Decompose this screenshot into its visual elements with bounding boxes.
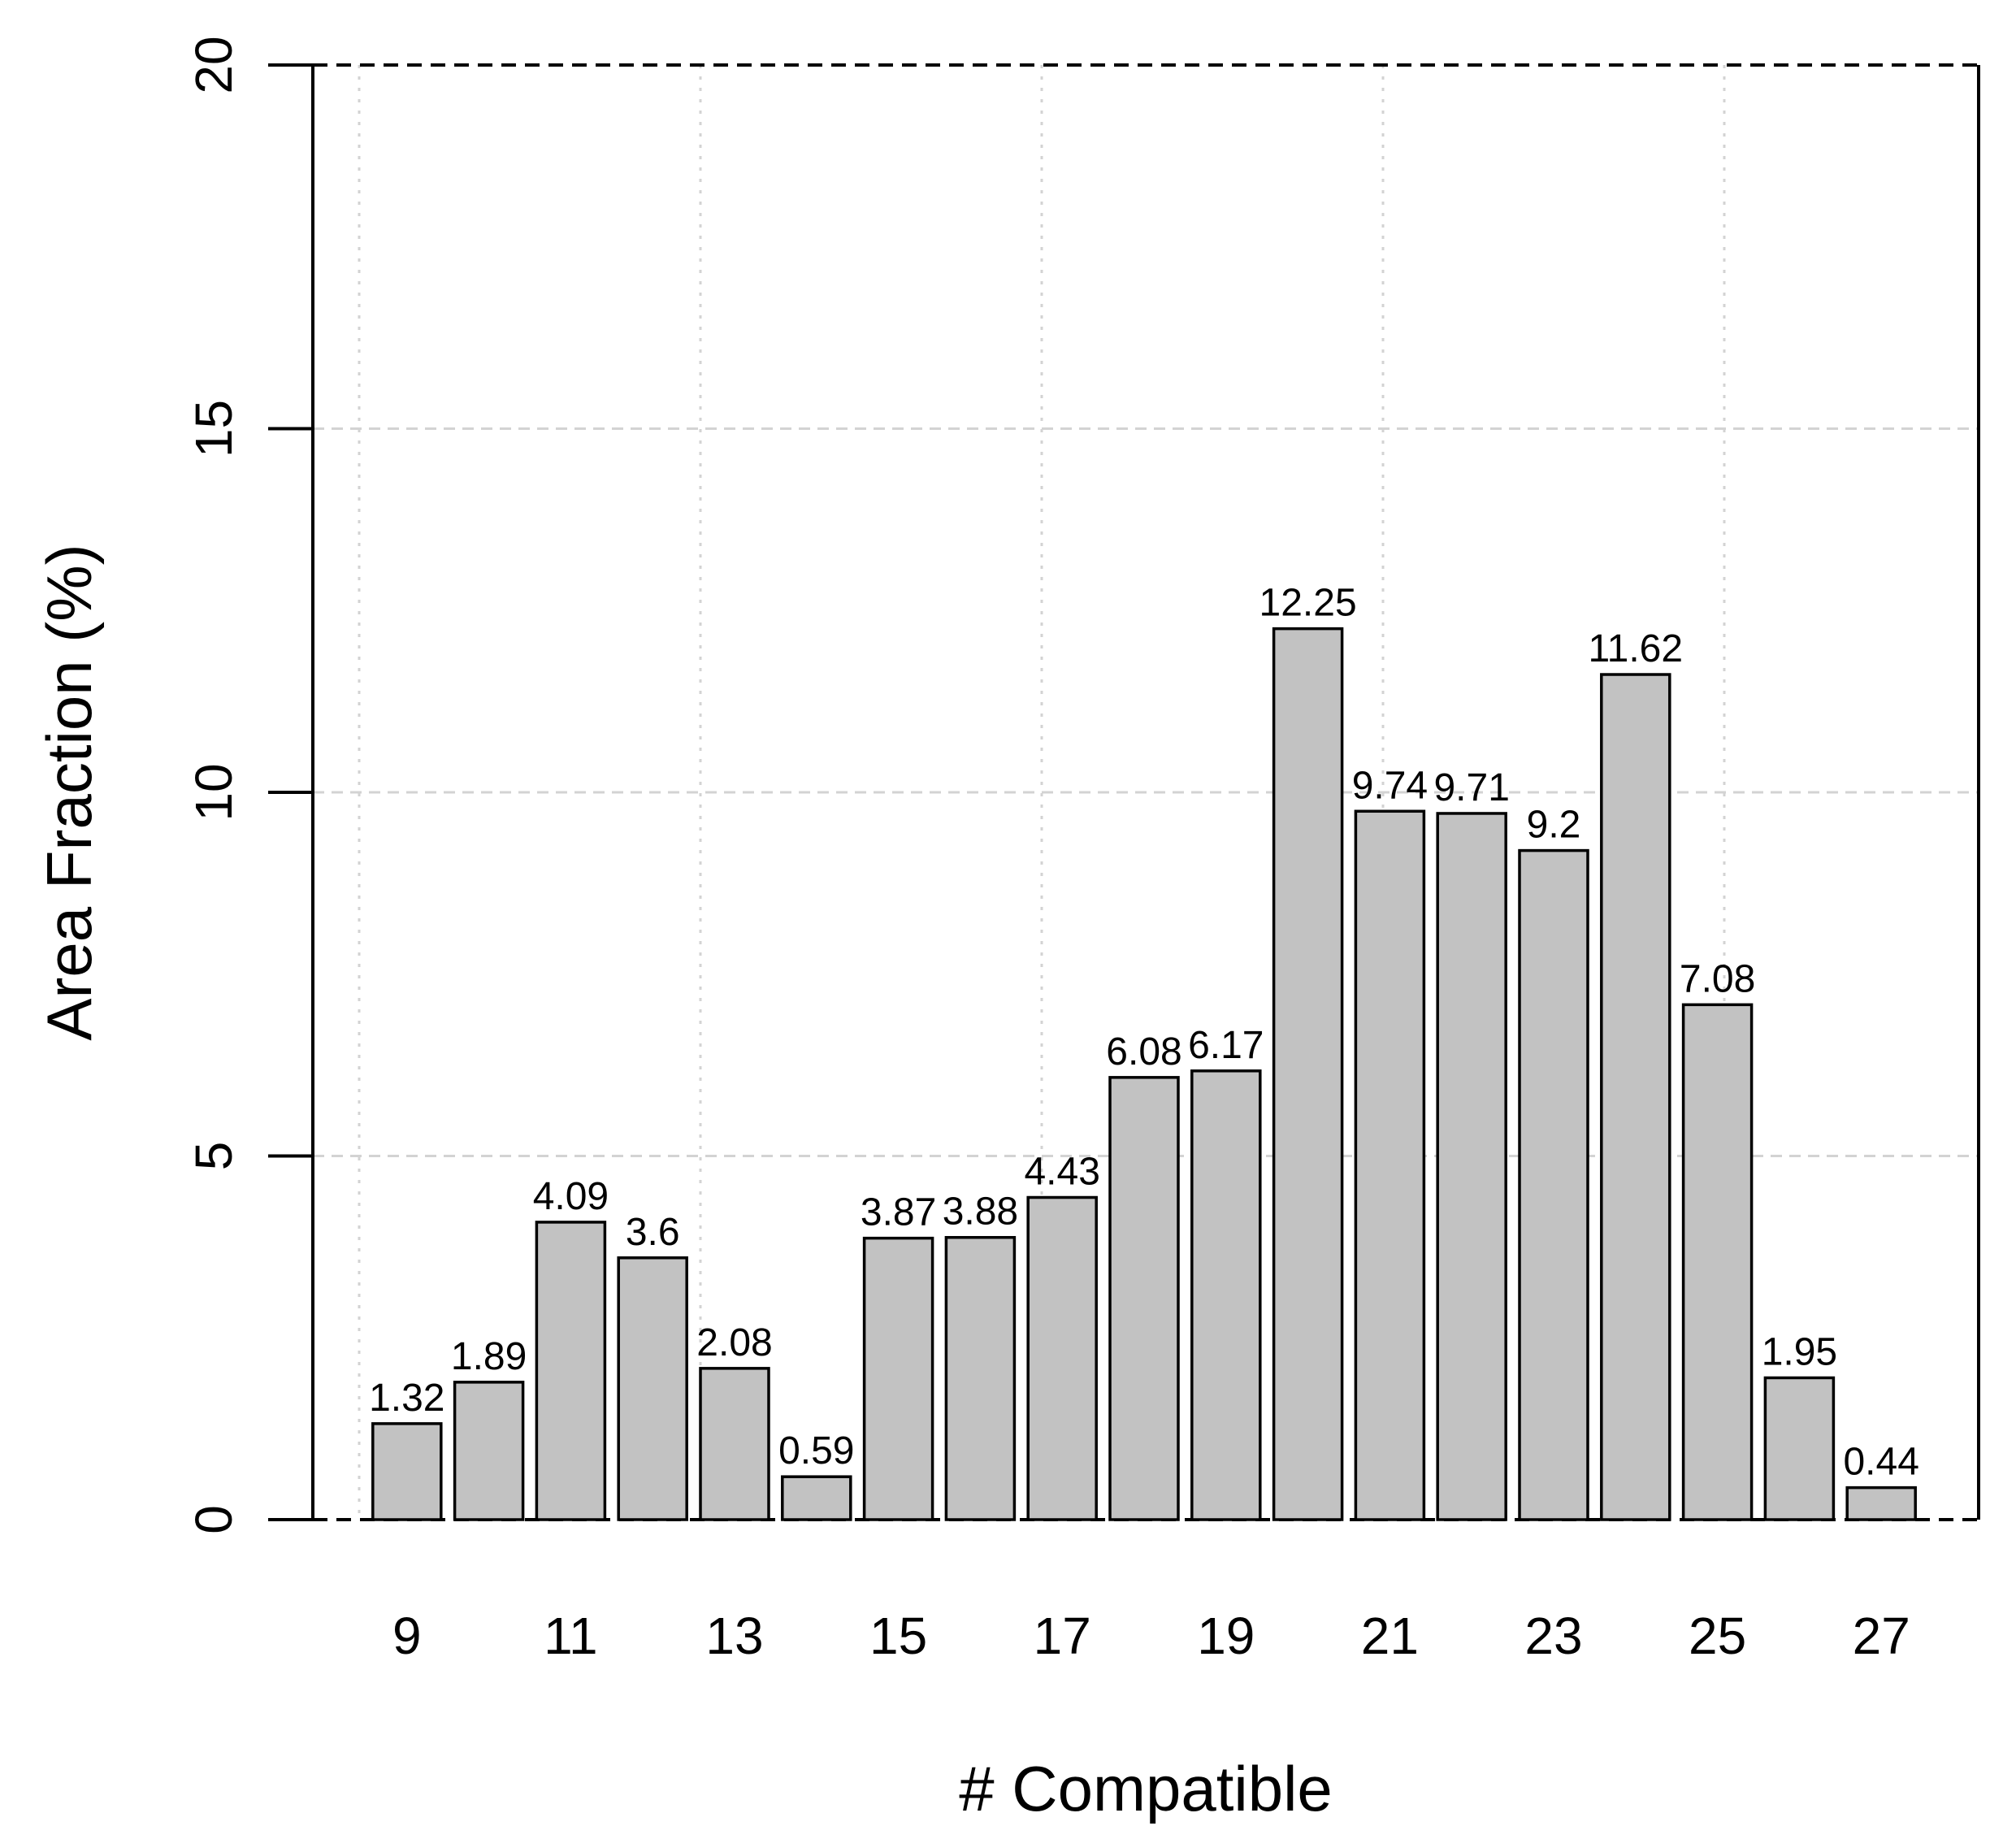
x-tick-label: 19 <box>1197 1607 1255 1665</box>
x-tick-label: 15 <box>869 1607 927 1665</box>
bar-value-label: 1.95 <box>1762 1330 1837 1373</box>
x-tick-label: 9 <box>392 1607 422 1665</box>
bar-value-label: 1.32 <box>369 1377 444 1420</box>
bars-layer <box>371 627 1917 1521</box>
bar-value-label: 6.17 <box>1188 1024 1264 1067</box>
bar-25 <box>1681 1003 1754 1521</box>
bar-value-label: 4.43 <box>1024 1151 1099 1194</box>
bar-value-label: 3.88 <box>943 1191 1018 1234</box>
labels-layer: 0 5 10 15 20 1.321.89 4.09 3.6 2.08 0.59 3.87 3.884… <box>184 36 1919 1665</box>
y-tick-label: 15 <box>184 400 243 458</box>
bar-15 <box>862 1236 934 1521</box>
bar-11 <box>535 1221 607 1521</box>
bar-value-label: 3.87 <box>861 1191 936 1234</box>
bar-13 <box>699 1367 770 1521</box>
bar-value-label: 9.71 <box>1433 766 1509 809</box>
y-tick-label: 10 <box>184 763 243 821</box>
bar-value-label: 2.08 <box>696 1321 772 1364</box>
bar-value-label: 1.89 <box>451 1335 527 1378</box>
bar-value-label: 6.08 <box>1106 1030 1181 1073</box>
x-tick-label: 27 <box>1853 1607 1910 1665</box>
x-axis-title: # Compatible <box>959 1753 1333 1824</box>
y-axis-title: Area Fraction (%) <box>33 544 105 1040</box>
bar-22 <box>1436 812 1507 1521</box>
bar-16 <box>944 1235 1017 1521</box>
bar-21 <box>1354 809 1426 1521</box>
x-tick-label: 11 <box>544 1607 597 1665</box>
bar-value-label: 0.59 <box>778 1429 854 1473</box>
bar-24 <box>1600 673 1671 1521</box>
y-tick-label: 0 <box>184 1505 243 1534</box>
bar-value-label: 7.08 <box>1680 957 1755 1000</box>
bar-value-label: 9.74 <box>1352 764 1428 807</box>
bar-17 <box>1026 1195 1098 1521</box>
bar-26 <box>1763 1376 1836 1521</box>
bar-value-label: 0.44 <box>1843 1441 1918 1484</box>
x-tick-label: 25 <box>1689 1607 1746 1665</box>
bar-27 <box>1845 1486 1917 1521</box>
bar-value-label: 12.25 <box>1259 582 1357 625</box>
bar-14 <box>781 1475 852 1521</box>
x-tick-label: 21 <box>1361 1607 1419 1665</box>
bar-value-label: 11.62 <box>1589 627 1684 670</box>
x-tick-label: 23 <box>1524 1607 1582 1665</box>
bar-19 <box>1190 1069 1262 1521</box>
y-tick-label: 20 <box>184 36 243 93</box>
x-tick-label: 17 <box>1034 1607 1091 1665</box>
bar-value-label: 3.6 <box>626 1211 680 1254</box>
bar-value-label: 9.2 <box>1527 804 1581 847</box>
bar-10 <box>453 1381 525 1521</box>
y-tick-label: 5 <box>184 1142 243 1171</box>
bar-9 <box>371 1422 443 1521</box>
bar-20 <box>1272 627 1344 1521</box>
bar-23 <box>1518 848 1589 1521</box>
bar-18 <box>1108 1076 1180 1521</box>
bar-12 <box>617 1256 688 1521</box>
x-tick-label: 13 <box>705 1607 763 1665</box>
bar-value-label: 4.09 <box>533 1175 609 1218</box>
